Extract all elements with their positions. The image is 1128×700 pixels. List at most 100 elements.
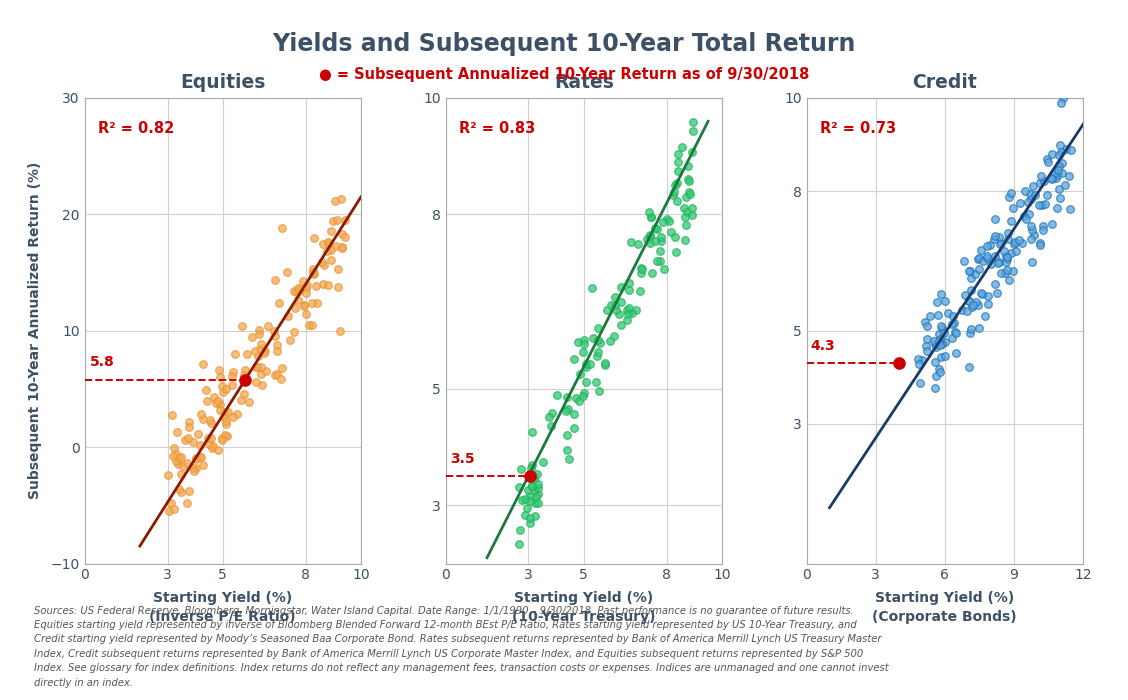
Point (1050, 160, 1068, 172)
Point (1060, 170, 1078, 181)
Point (922, 311, 940, 322)
Point (523, 459, 541, 470)
Point (972, 287, 990, 298)
Point (521, 491, 539, 502)
Point (1005, 237, 1023, 248)
Point (1038, 153, 1056, 164)
Point (666, 180, 684, 191)
Point (333, 228, 351, 239)
Point (571, 369, 589, 380)
Point (249, 324, 267, 335)
Y-axis label: Subsequent 10-Year Annualized Return (%): Subsequent 10-Year Annualized Return (%) (28, 162, 42, 499)
Point (1050, 150, 1068, 161)
Point (684, 116, 702, 127)
Point (649, 223, 667, 234)
Point (992, 238, 1010, 249)
Point (281, 335, 299, 346)
Point (209, 395, 227, 407)
Point (611, 281, 629, 293)
Point (667, 246, 685, 258)
Point (186, 452, 204, 463)
Point (272, 374, 290, 385)
Point (217, 415, 235, 426)
Point (680, 176, 698, 187)
Point (519, 503, 537, 514)
Point (960, 295, 978, 306)
Point (589, 335, 607, 346)
Point (1011, 234, 1029, 245)
Point (240, 396, 258, 407)
Point (164, 410, 182, 421)
Point (1031, 177, 1049, 188)
Point (1015, 210, 1033, 221)
Point (960, 266, 978, 277)
Point (165, 503, 183, 514)
Text: ● = Subsequent Annualized 10-Year Return as of 9/30/2018: ● = Subsequent Annualized 10-Year Return… (319, 66, 809, 81)
Point (297, 283, 315, 294)
Point (266, 274, 284, 286)
Point (296, 299, 314, 310)
Point (680, 187, 698, 198)
Point (979, 290, 997, 301)
Point (1057, 144, 1075, 155)
Text: 3.5: 3.5 (450, 452, 475, 466)
Point (1047, 173, 1065, 184)
Point (682, 146, 700, 158)
Point (179, 433, 197, 444)
Point (525, 484, 543, 496)
Point (1055, 92, 1073, 104)
Point (979, 298, 997, 309)
Point (1033, 220, 1051, 232)
Point (910, 377, 928, 388)
Point (985, 234, 1003, 245)
Point (957, 290, 975, 301)
Point (333, 241, 351, 253)
Point (652, 231, 670, 242)
Point (326, 195, 344, 206)
Point (319, 236, 337, 247)
Point (954, 256, 972, 267)
Point (662, 227, 680, 238)
Point (569, 336, 587, 347)
Title: Credit: Credit (913, 74, 977, 92)
Point (1043, 148, 1061, 160)
Point (918, 321, 936, 332)
Point (180, 416, 199, 427)
Point (929, 328, 948, 339)
Point (968, 297, 986, 308)
Point (196, 384, 214, 395)
Point (578, 362, 596, 373)
Point (927, 296, 945, 307)
Point (1050, 183, 1068, 195)
Point (168, 426, 186, 437)
Point (211, 398, 229, 409)
Point (321, 225, 340, 237)
Point (526, 473, 544, 484)
Point (284, 286, 302, 297)
Point (1046, 167, 1064, 178)
Point (1023, 257, 1041, 268)
Point (986, 230, 1004, 241)
X-axis label: Starting Yield (%)
(Corporate Bonds): Starting Yield (%) (Corporate Bonds) (872, 591, 1017, 624)
Point (232, 394, 250, 405)
Point (587, 376, 605, 387)
Point (995, 246, 1013, 257)
Point (1038, 190, 1056, 201)
Point (978, 251, 996, 262)
Point (610, 308, 628, 319)
Point (324, 215, 342, 226)
Point (248, 361, 266, 372)
Point (510, 538, 528, 550)
Point (558, 444, 576, 455)
Point (1034, 175, 1052, 186)
Point (527, 510, 545, 522)
Point (1039, 157, 1057, 168)
Point (997, 251, 1015, 262)
Point (1013, 238, 1031, 249)
Point (909, 354, 927, 365)
Point (558, 429, 576, 440)
Point (596, 360, 614, 371)
Point (643, 267, 661, 279)
Point (589, 346, 607, 358)
Point (632, 286, 650, 297)
